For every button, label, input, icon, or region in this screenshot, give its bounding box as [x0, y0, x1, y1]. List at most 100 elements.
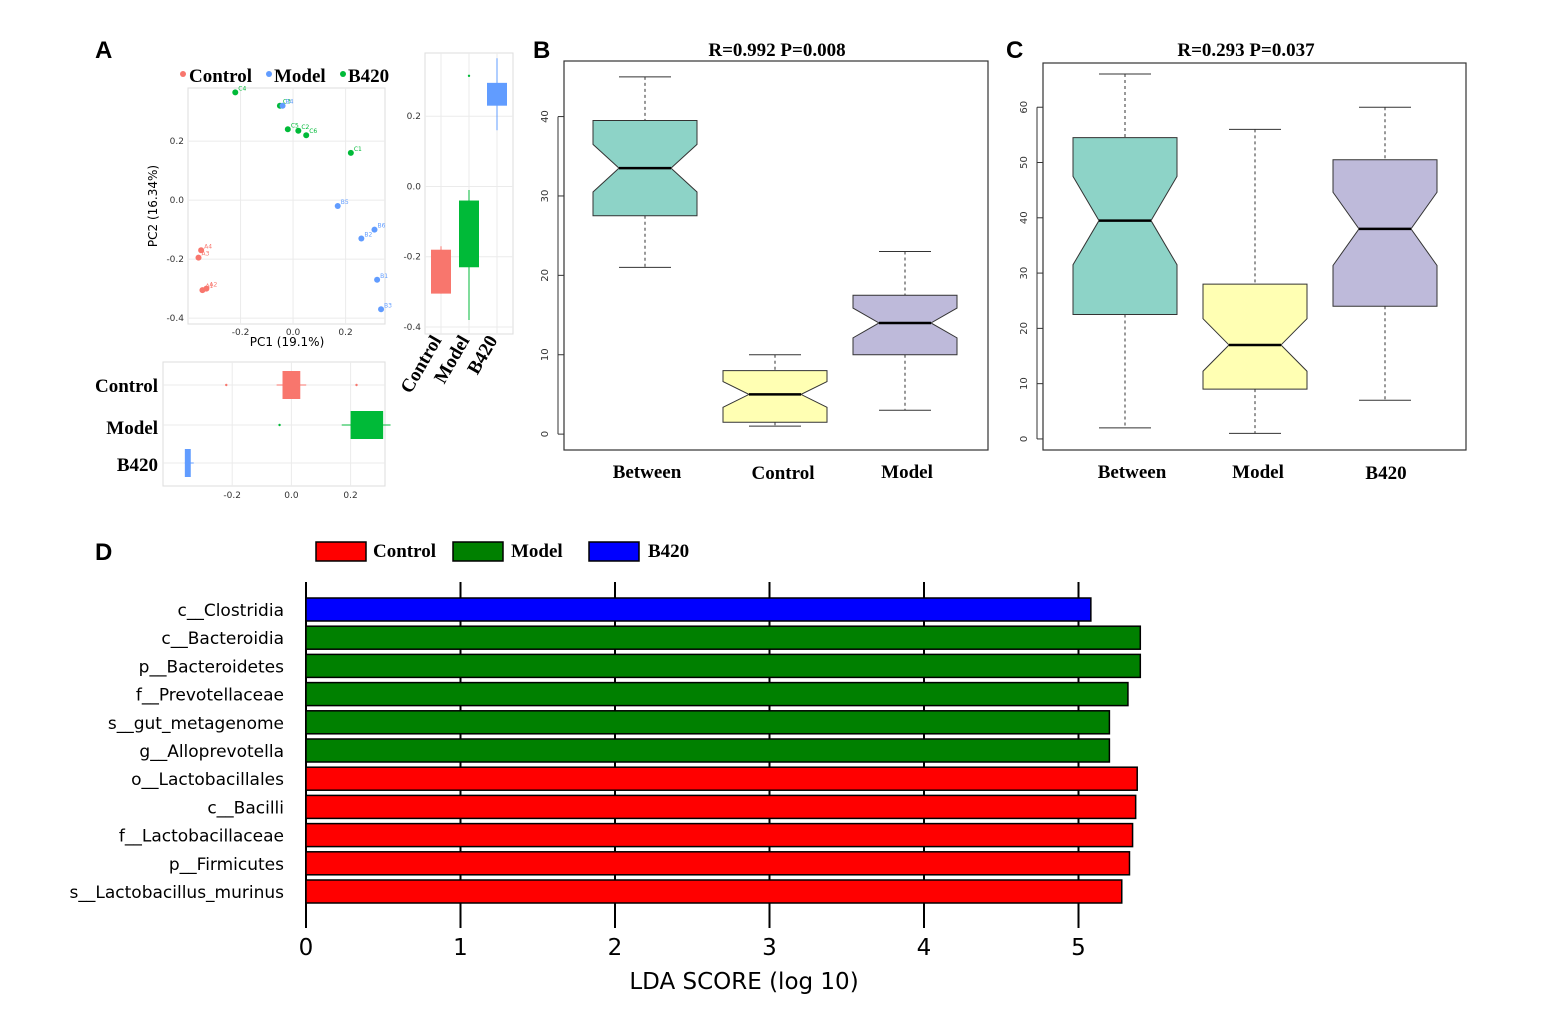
- lda-bar-c-clostridia: [305, 597, 1092, 622]
- lda-category-label: g__Alloprevotella: [139, 742, 284, 762]
- pca-point-b420: [371, 226, 378, 233]
- panel-c-y-tick-label: 30: [1019, 267, 1030, 280]
- pca-x-tick-label: 0.0: [286, 328, 301, 338]
- panel-b-y-tick-label: 10: [540, 348, 551, 361]
- pc1-box-control: [282, 371, 301, 399]
- panel-label-b: B: [533, 37, 550, 64]
- lda-x-tick-label: 1: [453, 935, 468, 961]
- pc2-boxes: [431, 58, 507, 320]
- lda-category-label: f__Prevotellaceae: [136, 686, 284, 706]
- lda-x-tick-label: 4: [917, 935, 932, 961]
- pca-point-label: B6: [377, 223, 385, 230]
- lda-category-label: p__Bacteroidetes: [139, 657, 284, 677]
- legend-label-control: Control: [189, 66, 252, 87]
- panel-c-b420-box: [1332, 159, 1438, 307]
- lda-category-label: f__Lactobacillaceae: [119, 827, 284, 847]
- panel-c-category-between: Between: [1098, 462, 1167, 483]
- panel-b-y-tick-label: 40: [540, 110, 551, 123]
- pc2-ticks: -0.4 -0.2 0.0 0.2: [403, 112, 421, 333]
- panel-c-category-b420: B420: [1365, 463, 1406, 484]
- lda-bar-s-gut-metagenome: [305, 710, 1111, 735]
- pc2-boxplot: -0.4-0.20.00.2 Control Model B420: [397, 52, 514, 397]
- legend-dot-model: [266, 71, 272, 77]
- pca-point-label: C2: [301, 124, 309, 131]
- pc2-y-tick-label: -0.4: [403, 323, 421, 333]
- panel-b-category-model: Model: [881, 462, 933, 483]
- pca-y-tick-label: 0.0: [170, 196, 185, 206]
- pc1-box-model: [350, 411, 384, 439]
- lda-bar-f-lactobacillaceae: [305, 822, 1134, 848]
- pc2-box-b420: [487, 82, 507, 106]
- pca-point-label: A2: [209, 282, 217, 289]
- pca-point-control: [198, 247, 205, 254]
- lda-category-label: p__Firmicutes: [169, 855, 284, 875]
- panel-c-category-model: Model: [1232, 462, 1284, 483]
- pc2-y-tick-label: -0.2: [403, 253, 421, 263]
- panel-c-categories: Between Model B420: [1098, 462, 1407, 484]
- panel-b-y-ticks: 0 10 20 30 40: [540, 110, 564, 437]
- pca-point-label: B3: [384, 302, 392, 309]
- lda-bar-g-alloprevotella: [305, 738, 1111, 763]
- pc1-boxplot: -0.2 0.0 0.2 Control Model B420: [95, 361, 391, 501]
- pca-x-tick-label: -0.2: [232, 328, 250, 338]
- pca-point-b420: [279, 102, 286, 109]
- pca-point-model: [347, 149, 354, 156]
- panel-c-y-tick-label: 10: [1019, 377, 1030, 390]
- pca-point-model: [284, 126, 291, 133]
- pca-y-axis-label: PC2 (16.34%): [146, 165, 160, 247]
- pc1-x-tick-label: 0.0: [284, 491, 299, 501]
- pc2-category-b420: B420: [464, 332, 503, 378]
- panel-c-boxes: [1072, 73, 1438, 434]
- pc2-outlier: [467, 74, 471, 78]
- lda-category-label: c__Bacilli: [207, 798, 284, 818]
- panel-c-y-tick-label: 0: [1019, 436, 1030, 442]
- panel-label-d: D: [95, 539, 112, 566]
- pca-grid: [188, 88, 385, 324]
- lda-bar-f-prevotellaceae: [305, 681, 1129, 707]
- anosim-boxplot-b: R=0.992 P=0.008 0 10 20 30 40 Between Contro…: [540, 40, 989, 484]
- panel-c-y-tick-label: 20: [1019, 322, 1030, 335]
- lda-category-label: o__Lactobacillales: [131, 770, 284, 790]
- pc1-category-model: Model: [106, 418, 158, 439]
- panel-label-c: C: [1006, 37, 1023, 64]
- lda-x-axis-label: LDA SCORE (log 10): [629, 969, 858, 995]
- pca-point-control: [199, 287, 206, 294]
- pc1-outlier: [278, 423, 281, 427]
- lda-legend: Control Model B420: [315, 541, 689, 562]
- pca-point-label: B5: [341, 199, 349, 206]
- panel-b-y-tick-label: 20: [540, 269, 551, 282]
- lda-category-labels: c__Clostridia c__Bacteroidia p__Bacteroide…: [70, 601, 285, 903]
- panel-c-y-tick-label: 40: [1019, 211, 1030, 224]
- panel-b-category-between: Between: [613, 462, 682, 483]
- pca-point-label: A1: [205, 283, 213, 290]
- lda-legend-label-control: Control: [373, 541, 436, 562]
- lda-x-tick-label: 2: [608, 935, 623, 961]
- pca-y-tick-label: -0.2: [166, 255, 184, 265]
- pc1-box-b420: [184, 449, 191, 477]
- lda-category-label: s__Lactobacillus_murinus: [70, 883, 285, 903]
- pca-legend: Control Model B420: [180, 66, 389, 87]
- pca-point-b420: [334, 203, 341, 209]
- lda-legend-label-b420: B420: [648, 541, 689, 562]
- pc1-x-tick-label: 0.2: [343, 491, 357, 501]
- panel-c-y-tick-label: 50: [1019, 156, 1030, 169]
- pca-y-tick-label: 0.2: [170, 137, 184, 147]
- lda-legend-swatch-b420: [588, 541, 640, 562]
- pc2-box-control: [431, 249, 451, 294]
- lda-bar-s-lactobacillus-murinus: [305, 879, 1123, 904]
- panel-b-model-box: [852, 294, 958, 356]
- lda-category-label: c__Bacteroidia: [161, 629, 284, 649]
- lda-legend-label-model: Model: [511, 541, 563, 562]
- anosim-boxplot-c: R=0.293 P=0.037 0 10 20 30 40 50 60 Between Mo…: [1019, 40, 1467, 484]
- lda-x-tick-label: 5: [1071, 935, 1086, 961]
- panel-c-model-box: [1202, 283, 1308, 390]
- lda-bar-p-bacteroidetes: [305, 653, 1142, 679]
- panel-b-categories: Between Control Model: [613, 462, 933, 484]
- pca-point-label: A4: [204, 243, 212, 250]
- pca-point-label: B4: [286, 99, 294, 106]
- pca-y-tick-label: -0.4: [166, 314, 184, 324]
- pca-point-label: C5: [291, 122, 299, 129]
- pc1-x-tick-label: -0.2: [223, 491, 241, 501]
- panel-c-between-box: [1072, 137, 1178, 316]
- lda-x-tick-label: 3: [762, 935, 777, 961]
